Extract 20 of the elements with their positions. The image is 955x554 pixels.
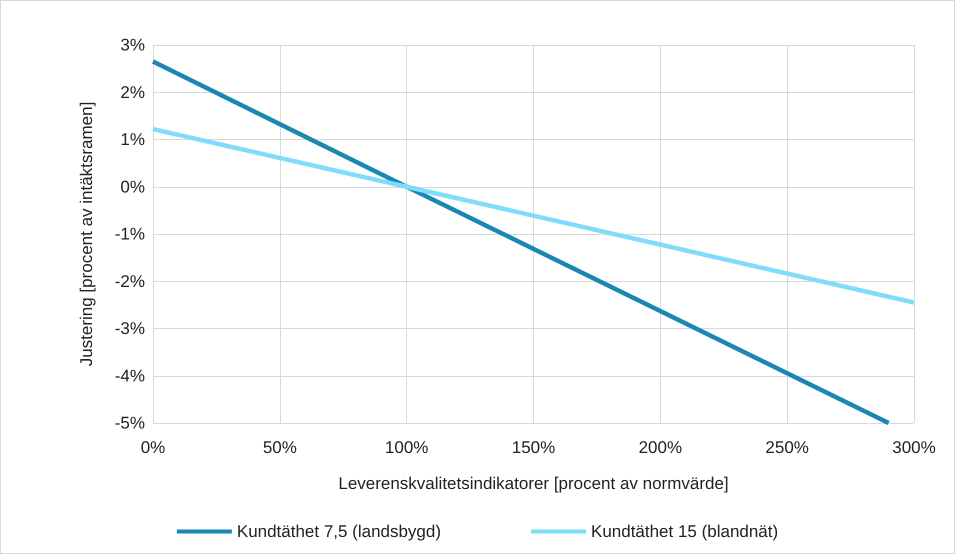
x-tick-label: 100% [384,438,428,457]
x-tick-label: 0% [140,438,166,457]
x-tick-label: 150% [512,438,556,457]
y-tick-label: 0% [120,177,145,196]
y-tick-label: 2% [120,82,145,102]
y-tick-label: -4% [114,366,145,386]
y-tick-label: 3% [120,36,145,54]
x-tick-label: 50% [262,438,297,457]
y-tick-label: -3% [114,319,145,338]
y-tick-label: 1% [120,130,145,149]
y-axis-title: Justering [procent av intäktsramen] [77,102,96,366]
legend-label: Kundtäthet 15 (blandnät) [591,522,778,541]
x-tick-label: 300% [892,438,936,457]
x-axis-title: Leverenskvalitetsindikatorer [procent av normvärde] [338,474,729,493]
legend-label: Kundtäthet 7,5 (landsbygd) [236,522,442,541]
x-tick-label: 250% [765,438,809,457]
y-tick-label: -5% [114,414,145,432]
x-tick-label: 200% [638,438,682,457]
y-tick-label: -2% [114,272,145,291]
y-tick-label: -1% [114,224,145,244]
